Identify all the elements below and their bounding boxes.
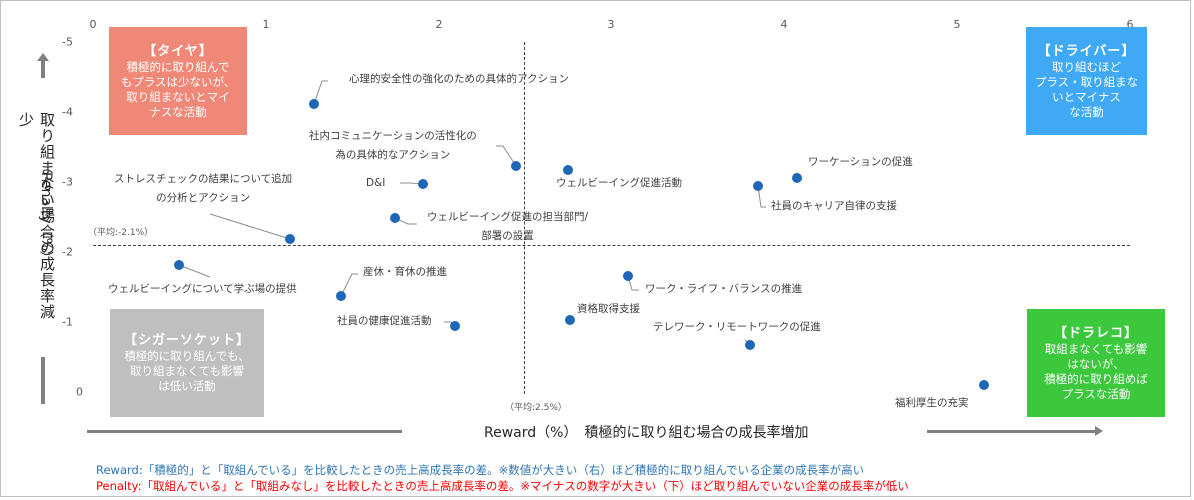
quadrant-title: 【ドライバー】 [1037, 43, 1136, 59]
arrow-up-icon [37, 53, 49, 78]
y-axis-title: 取り組まない場合の成長率減少 Penalty（%） [12, 112, 60, 332]
data-point[interactable] [511, 161, 521, 171]
quadrant-dashcam: 【ドラレコ】 取組まなくても影響 はないが、 積極的に取り組めば プラスな活動 [1027, 309, 1165, 417]
data-label: ワーケーションの促進 [808, 156, 913, 168]
quadrant-text: 取組まなくても影響 はないが、 積極的に取り組めば プラスな活動 [1044, 341, 1148, 401]
x-average-label: （平均:2.5%） [505, 403, 567, 413]
x-tick: 4 [780, 18, 788, 31]
x-average-line [524, 42, 525, 394]
y-tick: -5 [62, 35, 73, 49]
x-axis-bar [87, 430, 402, 433]
data-label: ウェルビーイング促進活動 [556, 177, 682, 189]
data-label: ストレスチェックの結果について追加 の分析とアクション [114, 173, 293, 204]
data-point[interactable] [623, 271, 633, 281]
y-axis-title-en: Penalty（%） [38, 172, 54, 265]
quadrant-text: 積極的に取り組んでも、 取り組まなくても影響 は低い活動 [124, 349, 250, 393]
data-point[interactable] [563, 165, 573, 175]
quadrant-cigar-socket: 【シガーソケット】 積極的に取り組んでも、 取り組まなくても影響 は低い活動 [110, 309, 264, 417]
reward-note: Reward:「積極的」と「取組んでいる」を比較したときの売上高成長率の差。※数… [96, 463, 865, 477]
penalty-note: Penalty:「取組んでいる」と「取組みなし」を比較したときの売上高成長率の差… [96, 479, 909, 493]
y-axis-title-jp: 取り組まない場合の成長率減少 [17, 112, 56, 320]
x-tick: 3 [607, 18, 615, 31]
data-label: 産休・育休の推進 [363, 266, 447, 278]
data-label: 社員の健康促進活動 [337, 315, 432, 327]
data-point[interactable] [753, 181, 763, 191]
x-axis-title: Reward（%） 積極的に取り組む場合の成長率増加 [484, 425, 809, 441]
data-point[interactable] [418, 179, 428, 189]
arrow-right-icon [927, 426, 1103, 436]
x-tick: 2 [435, 18, 443, 31]
data-label: テレワーク・リモートワークの促進 [653, 321, 821, 333]
x-tick: 5 [953, 18, 961, 31]
data-point[interactable] [336, 291, 346, 301]
data-label: ウェルビーイングについて学ぶ場の提供 [108, 283, 297, 295]
y-tick: 0 [76, 385, 83, 399]
y-axis-bar [41, 357, 45, 404]
y-tick: -1 [62, 315, 73, 329]
y-tick: -2 [62, 245, 73, 259]
y-average-label: （平均:-2.1%） [88, 228, 154, 238]
data-point[interactable] [174, 260, 184, 270]
data-label: 資格取得支援 [577, 303, 640, 315]
x-tick: 1 [262, 18, 270, 31]
data-point[interactable] [309, 99, 319, 109]
data-point[interactable] [979, 380, 989, 390]
data-label: ワーク・ライフ・バランスの推進 [645, 283, 803, 295]
data-label: ウェルビーイング促進の担当部門/ 部署の設置 [427, 211, 589, 242]
data-point[interactable] [745, 340, 755, 350]
data-point[interactable] [285, 234, 295, 244]
quadrant-driver: 【ドライバー】 取り組むほど プラス・取り組まな いとマイナス な活動 [1026, 27, 1147, 135]
data-label: 社内コミュニケーションの活性化の 為の具体的なアクション [309, 130, 477, 161]
data-point[interactable] [792, 173, 802, 183]
y-tick: -4 [62, 105, 73, 119]
data-label: 福利厚生の充実 [895, 397, 969, 409]
quadrant-text: 積極的に取り組んで もプラスは少ないが、 取り組まないとマイ ナスな活動 [120, 59, 236, 119]
data-label: 社員のキャリア自律の支援 [771, 200, 897, 212]
quadrant-text: 取り組むほど プラス・取り組まな いとマイナス な活動 [1034, 59, 1139, 119]
data-point[interactable] [390, 213, 400, 223]
data-label: 心理的安全性の強化のための具体的アクション [349, 73, 569, 85]
y-tick: -3 [62, 175, 73, 189]
quadrant-tire: 【タイヤ】 積極的に取り組んで もプラスは少ないが、 取り組まないとマイ ナスな… [109, 27, 247, 135]
data-label: D&I [366, 177, 386, 189]
quadrant-title: 【シガーソケット】 [123, 333, 250, 348]
data-point[interactable] [565, 315, 575, 325]
y-average-line [93, 245, 1130, 246]
x-tick: 0 [89, 18, 97, 31]
data-point[interactable] [450, 321, 460, 331]
quadrant-title: 【ドラレコ】 [1053, 325, 1138, 341]
quadrant-title: 【タイヤ】 [143, 43, 213, 59]
x-tick: 6 [1126, 18, 1134, 31]
